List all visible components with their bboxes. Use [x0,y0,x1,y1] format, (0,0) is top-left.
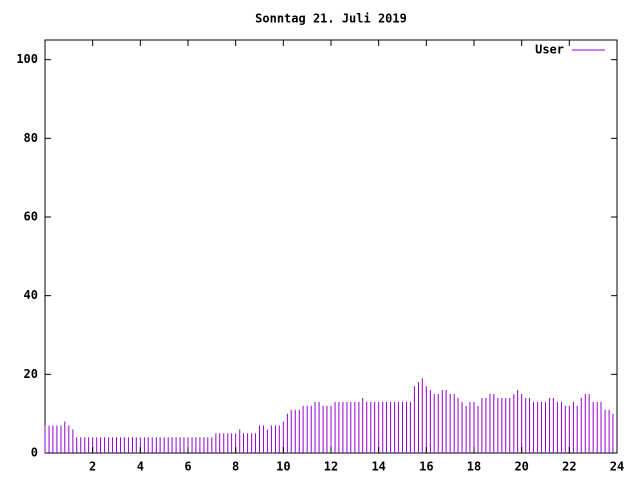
x-tick-label: 4 [137,460,144,474]
chart-title: Sonntag 21. Juli 2019 [255,12,407,26]
x-tick-label: 14 [371,460,385,474]
y-tick-label: 20 [24,367,38,381]
x-tick-label: 10 [276,460,290,474]
x-tick-label: 6 [184,460,191,474]
x-tick-label: 8 [232,460,239,474]
x-tick-label: 12 [324,460,338,474]
plot-border [44,39,618,454]
y-tick-label: 0 [31,446,38,460]
y-tick-label: 80 [24,131,38,145]
y-tick-label: 100 [16,52,38,66]
legend-label: User [535,43,564,57]
x-tick-label: 18 [467,460,481,474]
x-tick-label: 16 [419,460,433,474]
x-tick-label: 22 [562,460,576,474]
y-tick-label: 40 [24,288,38,302]
x-tick-label: 20 [514,460,528,474]
x-tick-label: 24 [610,460,624,474]
x-tick-label: 2 [89,460,96,474]
y-tick-label: 60 [24,210,38,224]
